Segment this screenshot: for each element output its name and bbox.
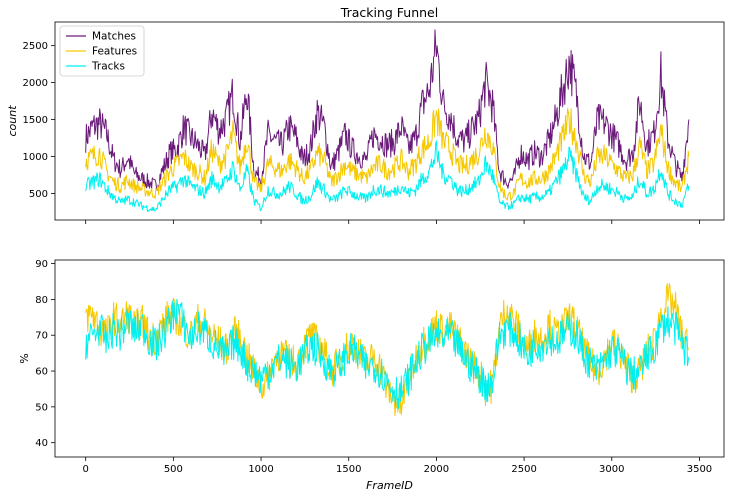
y-tick-label: 500 — [29, 189, 48, 200]
y-axis-label-percent: % — [18, 353, 31, 363]
y-axis-label: count — [6, 105, 19, 137]
legend-label-matches: Matches — [92, 31, 136, 43]
x-tick-label: 3500 — [687, 464, 712, 475]
x-tick-label: 2000 — [424, 464, 449, 475]
series-line-features — [85, 108, 690, 201]
y-tick-label: 1500 — [23, 115, 48, 126]
legend-box — [59, 25, 145, 77]
y-tick-label: 60 — [35, 367, 48, 378]
counts-panel: Tracking Funnel count 500 1000 1500 2000 250… — [6, 5, 725, 224]
x-tick-label: 1000 — [248, 464, 273, 475]
series-line-features — [85, 283, 689, 417]
percent-panel: % FrameID 40 50 60 70 80 90 0 500 1000 1500 2000 25… — [18, 259, 725, 492]
counts-plot-area: 500 1000 1500 2000 2500 — [23, 21, 725, 224]
axes-frame — [54, 259, 725, 458]
y-tick-label: 50 — [35, 402, 48, 413]
y-tick-label: 2000 — [23, 78, 48, 89]
y-tick-label: 80 — [35, 295, 48, 306]
series-line-tracks — [85, 140, 690, 212]
y-tick-label: 40 — [35, 438, 48, 449]
x-tick-label: 500 — [164, 464, 183, 475]
x-tick-label: 2500 — [511, 464, 536, 475]
y-tick-label: 90 — [35, 259, 48, 270]
y-tick-label: 1000 — [23, 152, 48, 163]
x-tick-label: 3000 — [599, 464, 624, 475]
x-tick-label: 1500 — [336, 464, 361, 475]
chart-title: Tracking Funnel — [340, 5, 438, 20]
legend-label-features: Features — [92, 46, 137, 58]
legend-label-tracks: Tracks — [91, 61, 125, 73]
series-line-matches — [85, 29, 690, 191]
axes-frame — [54, 21, 725, 221]
x-tick-label: 0 — [83, 464, 89, 475]
y-tick-label: 2500 — [23, 41, 48, 52]
y-tick-label: 70 — [35, 331, 48, 342]
series-line-tracks — [85, 298, 690, 409]
x-axis-label: FrameID — [366, 479, 413, 492]
percent-plot-area: 40 50 60 70 80 90 0 500 1000 1500 2000 2500 3000 3500 — [35, 259, 725, 475]
legend: Matches Features Tracks — [59, 25, 145, 77]
